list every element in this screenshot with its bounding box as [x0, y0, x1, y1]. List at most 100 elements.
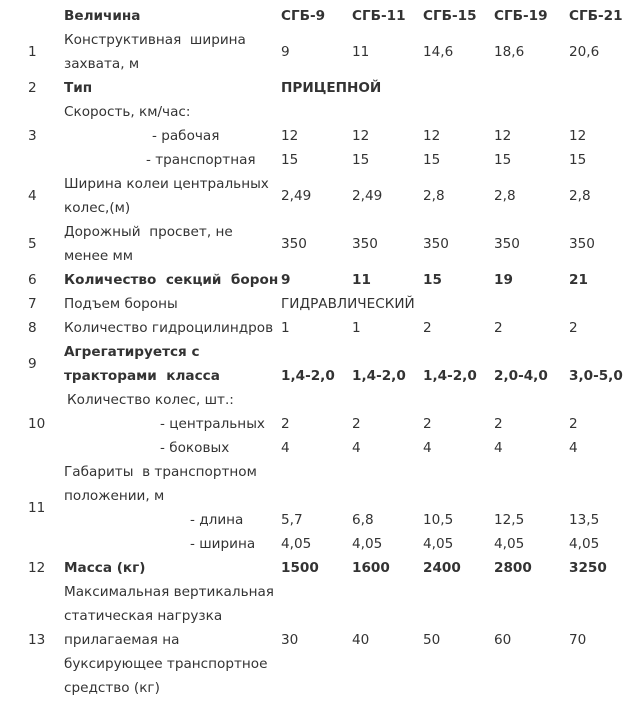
cell-value: 12 — [494, 128, 512, 144]
row-number: 4 — [28, 188, 37, 204]
cell-value: 350 — [423, 236, 449, 252]
cell-value: 21 — [569, 272, 588, 288]
cell-value: 4,05 — [352, 536, 383, 552]
row-number: 7 — [28, 296, 37, 312]
row-label: - транспортная — [146, 152, 256, 168]
cell-value: 15 — [281, 152, 299, 168]
row-label: статическая нагрузка — [64, 608, 223, 624]
cell-value: 15 — [494, 152, 512, 168]
row-label: Габариты в транспортном — [64, 464, 257, 480]
header-model: СГБ-15 — [423, 8, 477, 24]
cell-value: 10,5 — [423, 512, 454, 528]
cell-value: 2,49 — [352, 188, 383, 204]
row-label: - ширина — [190, 536, 256, 552]
cell-value: 12 — [281, 128, 299, 144]
row-label: захвата, м — [64, 56, 140, 72]
cell-value: 30 — [281, 632, 299, 648]
cell-value: 2400 — [423, 560, 461, 576]
cell-value: 70 — [569, 632, 587, 648]
cell-value: 2 — [352, 416, 361, 432]
cell-value: 4 — [281, 440, 290, 456]
cell-value: 4 — [569, 440, 578, 456]
cell-value: 350 — [494, 236, 520, 252]
cell-value: 6,8 — [352, 512, 374, 528]
row-number: 8 — [28, 320, 37, 336]
cell-value: 1 — [281, 320, 290, 336]
row-number: 2 — [28, 80, 37, 96]
row-label: Конструктивная ширина — [64, 32, 246, 48]
cell-value: 60 — [494, 632, 512, 648]
cell-value: 12,5 — [494, 512, 525, 528]
cell-value: 15 — [423, 152, 441, 168]
row-number: 10 — [28, 416, 46, 432]
row-label: Максимальная вертикальная — [64, 584, 274, 600]
row-span-value: ПРИЦЕПНОЙ — [281, 80, 382, 96]
row-label: менее мм — [64, 248, 134, 264]
cell-value: 2 — [494, 416, 503, 432]
header-model: СГБ-21 — [569, 8, 623, 24]
row-number: 13 — [28, 632, 46, 648]
cell-value: 1,4-2,0 — [352, 368, 406, 384]
row-label: тракторами класса — [64, 368, 220, 384]
row-label: прилагаемая на — [64, 632, 180, 648]
cell-value: 1,4-2,0 — [423, 368, 477, 384]
cell-value: 2 — [569, 416, 578, 432]
cell-value: 2 — [494, 320, 503, 336]
cell-value: 4,05 — [494, 536, 525, 552]
cell-value: 15 — [569, 152, 587, 168]
cell-value: 12 — [423, 128, 441, 144]
cell-value: 4,05 — [569, 536, 600, 552]
cell-value: 11 — [352, 44, 370, 60]
cell-value: 20,6 — [569, 44, 600, 60]
cell-value: 4 — [423, 440, 432, 456]
cell-value: 2,49 — [281, 188, 312, 204]
cell-value: 15 — [423, 272, 442, 288]
cell-value: 350 — [281, 236, 307, 252]
cell-value: 2,8 — [569, 188, 591, 204]
row-label: - центральных — [160, 416, 265, 432]
cell-value: 2,8 — [494, 188, 516, 204]
cell-value: 15 — [352, 152, 370, 168]
cell-value: 1600 — [352, 560, 390, 576]
cell-value: 1,4-2,0 — [281, 368, 335, 384]
cell-value: 9 — [281, 44, 290, 60]
cell-value: 4 — [494, 440, 503, 456]
cell-value: 40 — [352, 632, 370, 648]
row-label: положении, м — [64, 488, 165, 504]
cell-value: 2 — [281, 416, 290, 432]
cell-value: 9 — [281, 272, 291, 288]
row-number: 9 — [28, 356, 37, 372]
cell-value: 18,6 — [494, 44, 525, 60]
row-label: Количество колес, шт.: — [67, 392, 234, 408]
header-model: СГБ-11 — [352, 8, 406, 24]
row-label: Подъем бороны — [64, 296, 178, 312]
row-number: 1 — [28, 44, 37, 60]
cell-value: 4,05 — [281, 536, 312, 552]
row-label: средство (кг) — [64, 680, 160, 696]
cell-value: 12 — [352, 128, 370, 144]
cell-value: 2,0-4,0 — [494, 368, 548, 384]
cell-value: 14,6 — [423, 44, 454, 60]
cell-value: 3250 — [569, 560, 607, 576]
row-label: Скорость, км/час: — [64, 104, 191, 120]
row-label: Количество гидроцилиндров — [64, 320, 274, 336]
cell-value: 350 — [352, 236, 378, 252]
cell-value: 2,8 — [423, 188, 445, 204]
cell-value: 4 — [352, 440, 361, 456]
cell-value: 350 — [569, 236, 595, 252]
row-label: Агрегатируется с — [64, 344, 200, 360]
cell-value: 1500 — [281, 560, 319, 576]
cell-value: 2 — [423, 320, 432, 336]
row-number: 3 — [28, 128, 37, 144]
row-label: Количество секций борон — [64, 272, 279, 288]
cell-value: 2 — [423, 416, 432, 432]
row-number: 5 — [28, 236, 37, 252]
header-model: СГБ-19 — [494, 8, 548, 24]
cell-value: 3,0-5,0 — [569, 368, 623, 384]
row-label: - длина — [190, 512, 244, 528]
cell-value: 1 — [352, 320, 361, 336]
row-span-value: ГИДРАВЛИЧЕСКИЙ — [281, 296, 415, 312]
row-label: Тип — [64, 80, 93, 96]
header-label: Величина — [64, 8, 141, 24]
row-label: - рабочая — [152, 128, 220, 144]
